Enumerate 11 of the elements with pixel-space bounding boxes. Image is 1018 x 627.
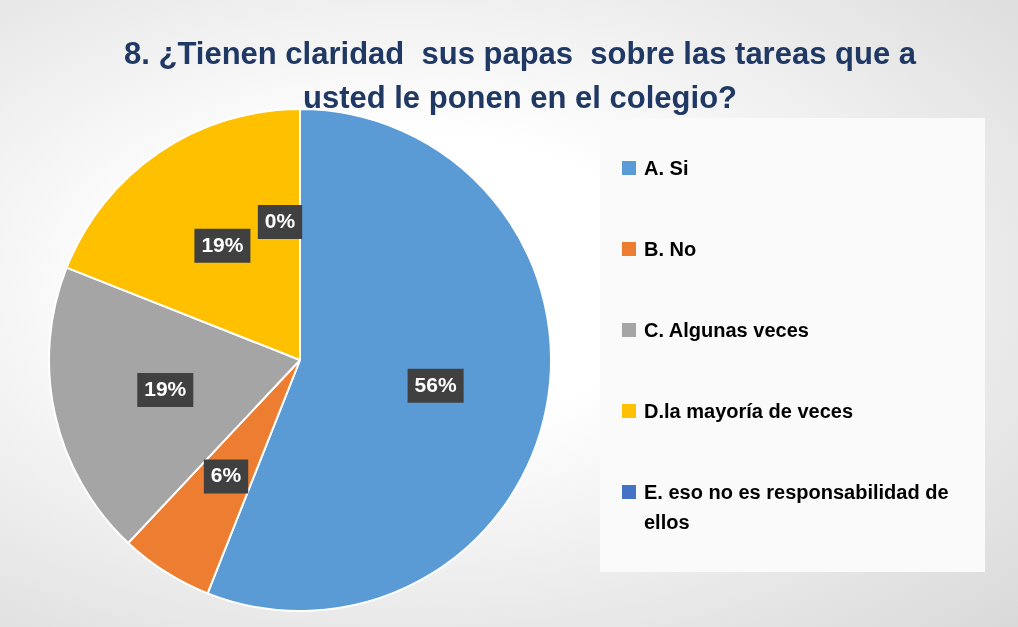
data-label: 6% xyxy=(210,463,242,487)
legend-label: E. eso no es responsabilidad de ellos xyxy=(644,479,950,535)
legend-label: D.la mayoría de veces xyxy=(644,398,854,424)
legend-label: C. Algunas veces xyxy=(644,318,809,343)
data-label: 56% xyxy=(414,372,457,396)
legend-label: B. No xyxy=(644,237,697,263)
text: 0% xyxy=(264,208,296,232)
legend-label: A. Si xyxy=(644,156,689,182)
chart-title: 8. ¿Tienen claridad sus papas sobre las tareas que a usted le ponen en el colegio? xyxy=(123,35,918,117)
data-label: 19% xyxy=(201,232,244,256)
data-label: 19% xyxy=(144,376,187,400)
